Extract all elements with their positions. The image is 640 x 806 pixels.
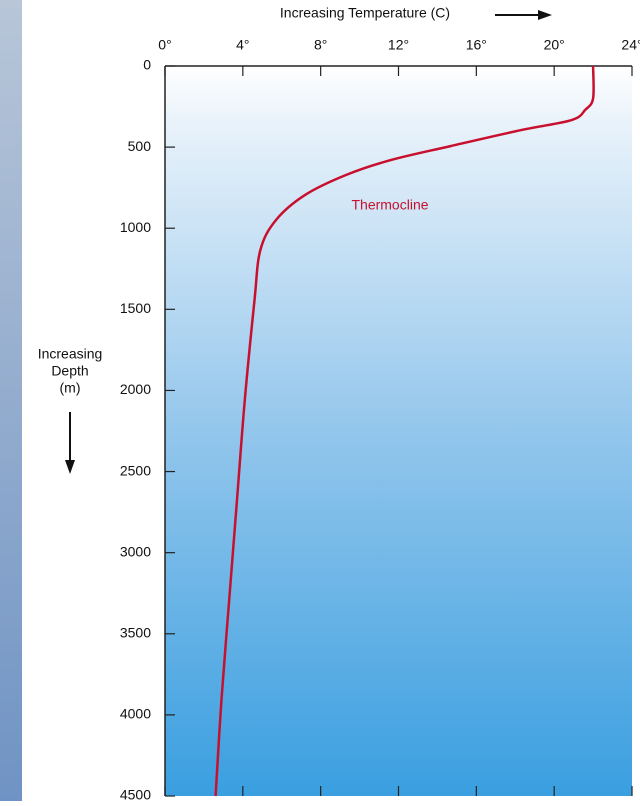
y-tick-label: 1500 (120, 300, 151, 316)
y-tick-label: 500 (128, 138, 152, 154)
y-axis-label: (m) (60, 380, 81, 396)
y-tick-label: 4500 (120, 787, 151, 801)
x-tick-label: 0° (158, 37, 171, 53)
y-tick-label: 2500 (120, 462, 151, 478)
plot-area (165, 66, 632, 796)
x-tick-label: 20° (544, 37, 565, 53)
x-tick-label: 4° (236, 37, 249, 53)
y-tick-label: 1000 (120, 219, 151, 235)
x-tick-label: 12° (388, 37, 409, 53)
y-tick-label: 3000 (120, 543, 151, 559)
y-tick-label: 2000 (120, 381, 151, 397)
x-tick-label: 16° (466, 37, 487, 53)
chart: Increasing Temperature (C) 0° 4° 8° 12° 16° 2… (0, 0, 640, 801)
x-tick-label: 24° (621, 37, 640, 53)
y-tick-label: 4000 (120, 706, 151, 722)
x-axis-label: Increasing Temperature (C) (280, 5, 450, 21)
x-tick-label: 8° (314, 37, 327, 53)
y-tick-label: 0 (143, 57, 151, 73)
y-axis-label: Increasing (38, 346, 103, 362)
annotation: Thermocline (351, 197, 428, 213)
y-tick-label: 3500 (120, 624, 151, 640)
y-axis-label: Depth (51, 363, 88, 379)
